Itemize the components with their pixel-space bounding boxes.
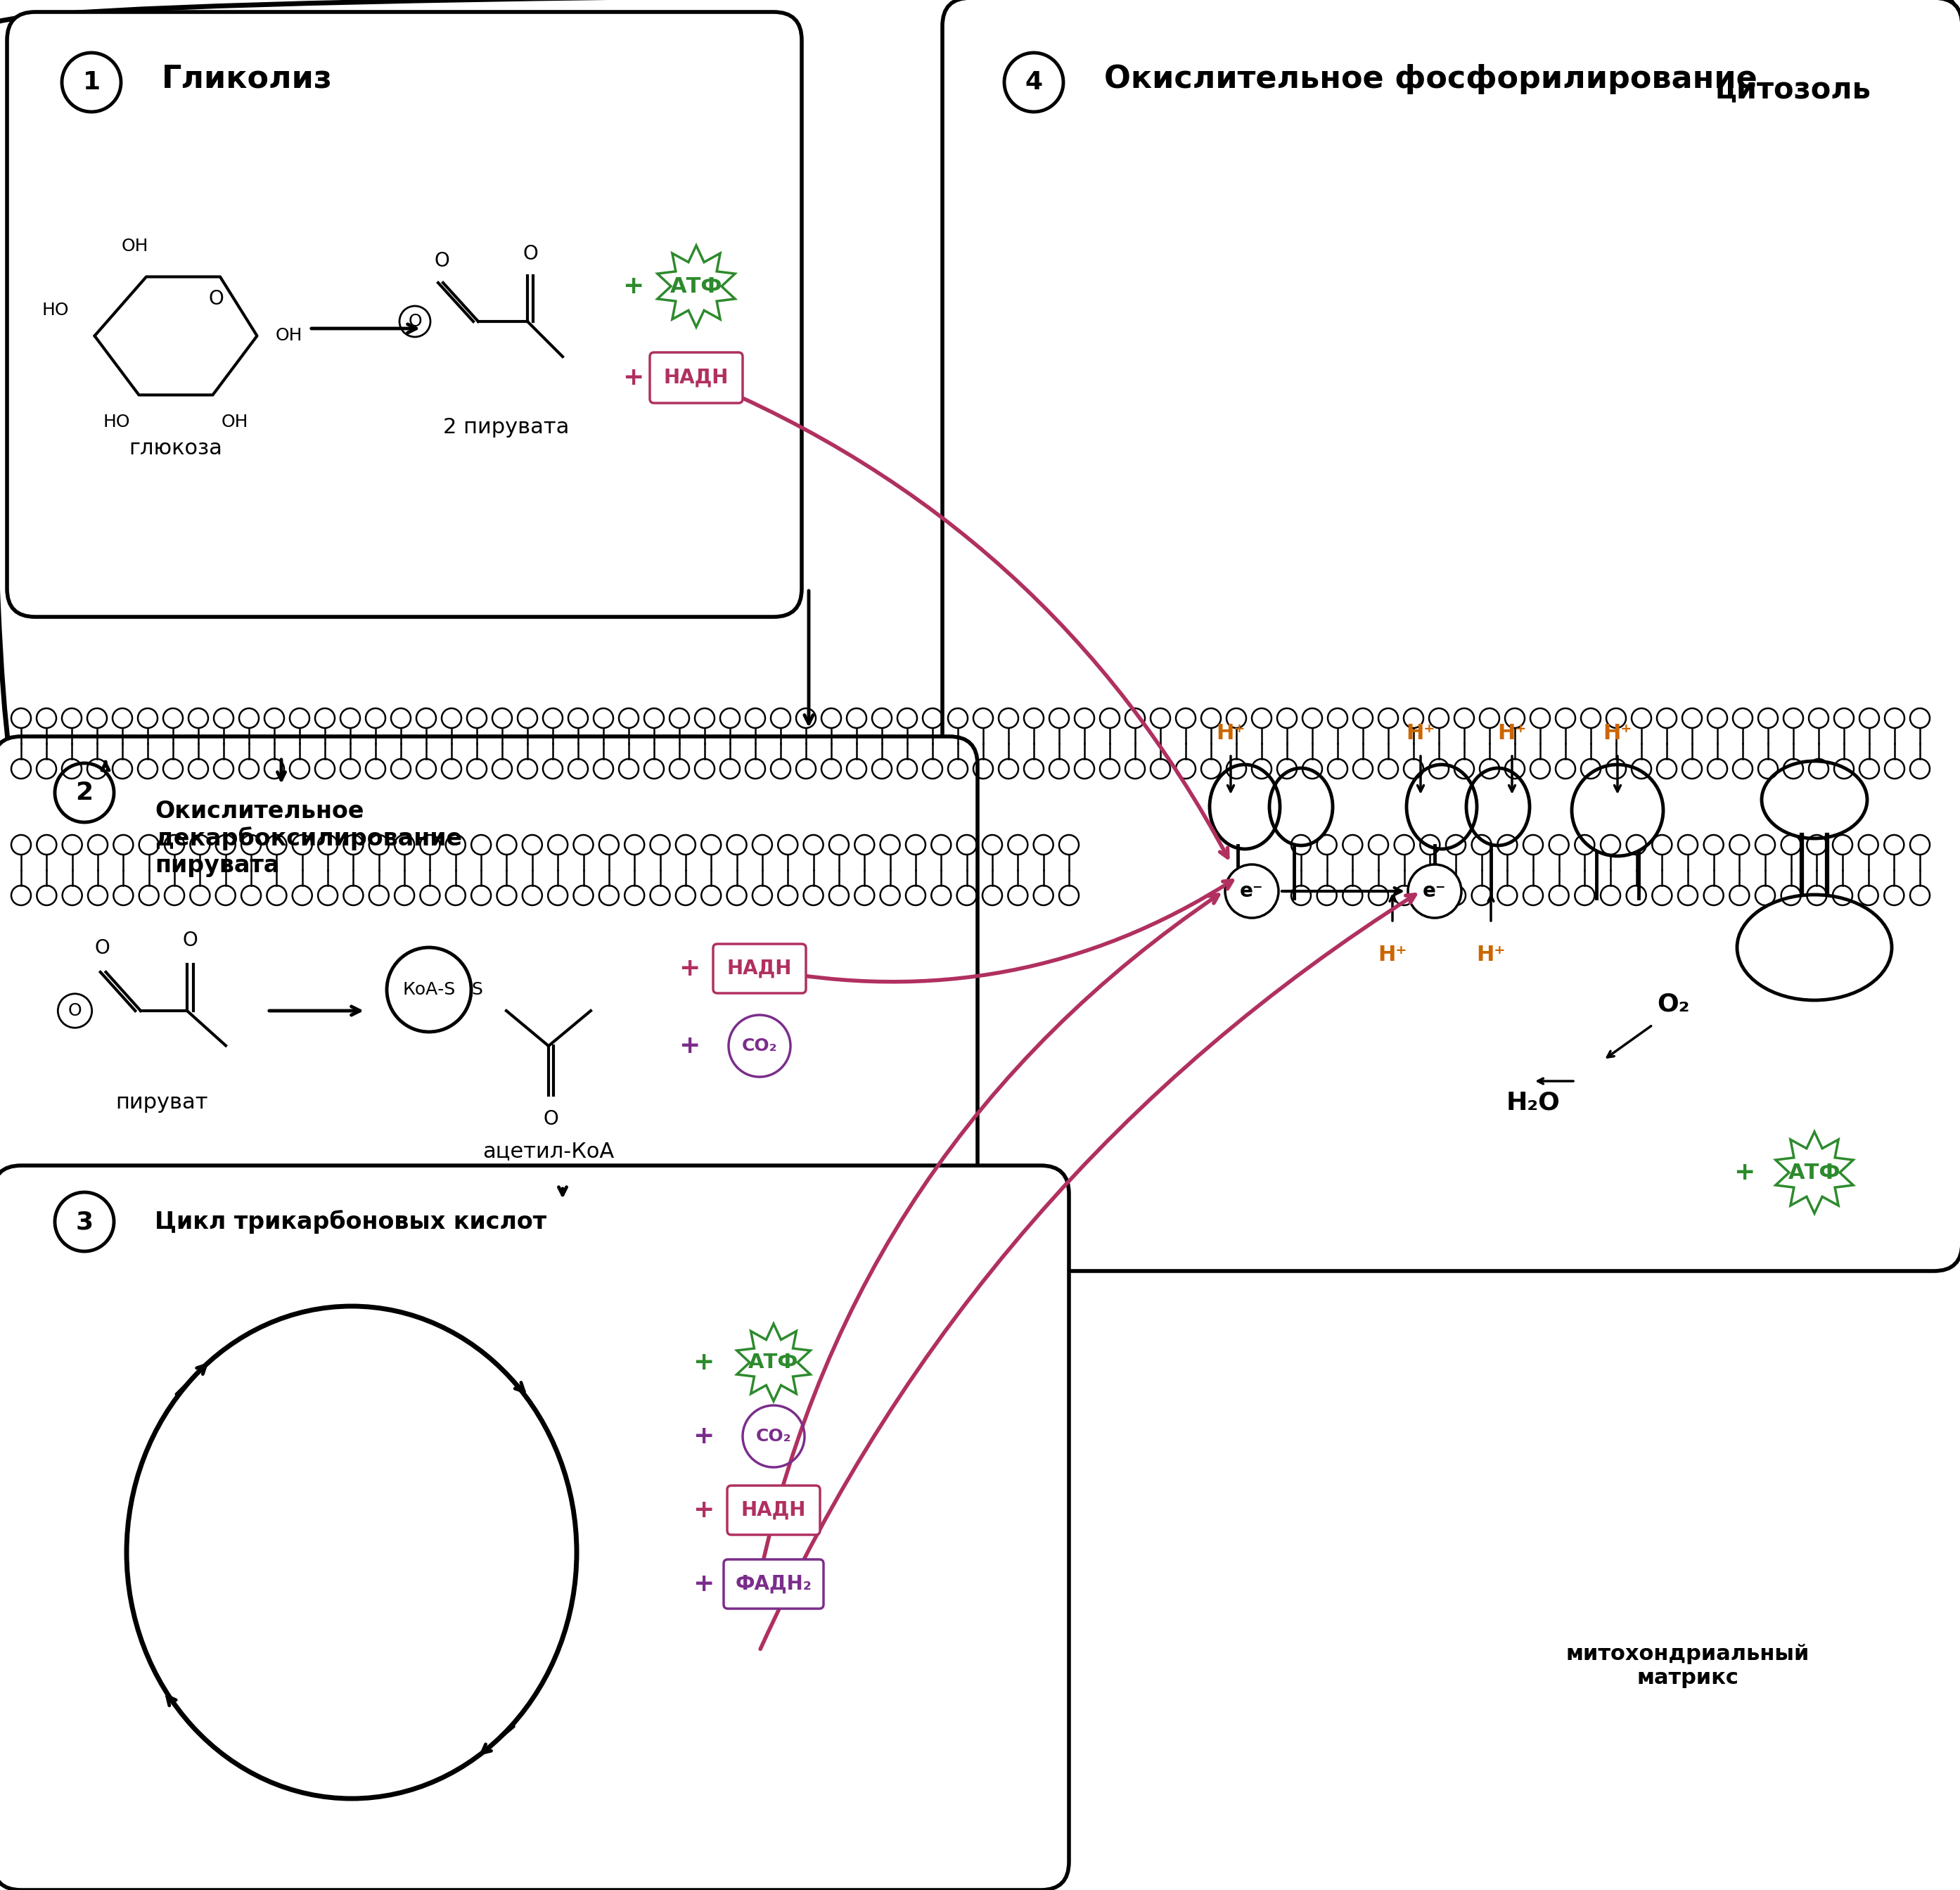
Text: митохондриальный
матрикс: митохондриальный матрикс xyxy=(1566,1644,1809,1688)
Text: +: + xyxy=(1733,1160,1754,1185)
FancyBboxPatch shape xyxy=(943,0,1960,1270)
Polygon shape xyxy=(1776,1132,1854,1213)
Text: O: O xyxy=(433,251,449,270)
Text: 2: 2 xyxy=(76,781,94,805)
Text: +: + xyxy=(621,274,643,299)
Text: O: O xyxy=(69,1002,82,1019)
Text: 2 пирувата: 2 пирувата xyxy=(443,418,570,437)
FancyBboxPatch shape xyxy=(727,1486,819,1535)
Text: Окислительное
декарбоксилирование
пирувата: Окислительное декарбоксилирование пирува… xyxy=(155,799,463,877)
Text: H⁺: H⁺ xyxy=(1476,945,1505,964)
FancyBboxPatch shape xyxy=(723,1559,823,1608)
Text: O₂: O₂ xyxy=(1658,992,1690,1015)
Text: ацетил-КоА: ацетил-КоА xyxy=(482,1142,613,1162)
Text: H⁺: H⁺ xyxy=(1603,724,1633,743)
Text: пируват: пируват xyxy=(116,1092,208,1113)
Text: H₂O: H₂O xyxy=(1505,1091,1560,1115)
Text: +: + xyxy=(692,1572,713,1595)
Text: 4: 4 xyxy=(1025,70,1043,95)
Text: +: + xyxy=(692,1499,713,1521)
Text: +: + xyxy=(678,956,700,981)
FancyBboxPatch shape xyxy=(713,943,806,992)
Text: OH: OH xyxy=(122,238,149,255)
Text: O: O xyxy=(94,939,110,958)
Text: +: + xyxy=(621,367,643,389)
Text: OH: OH xyxy=(221,414,249,431)
Polygon shape xyxy=(657,246,735,327)
Text: CO₂: CO₂ xyxy=(757,1427,792,1444)
Text: АТФ: АТФ xyxy=(749,1353,798,1372)
Text: НАДН: НАДН xyxy=(664,369,729,387)
Text: АТФ: АТФ xyxy=(670,276,723,297)
Circle shape xyxy=(1407,864,1462,919)
Text: 1: 1 xyxy=(82,70,100,95)
Circle shape xyxy=(1225,864,1278,919)
Text: O: O xyxy=(210,289,223,308)
Text: H⁺: H⁺ xyxy=(1215,724,1245,743)
FancyBboxPatch shape xyxy=(0,737,978,1215)
Text: +: + xyxy=(678,1034,700,1058)
Text: НАДН: НАДН xyxy=(727,958,792,979)
Text: e⁻: e⁻ xyxy=(1241,881,1264,902)
Text: O: O xyxy=(543,1109,559,1128)
Text: OH: OH xyxy=(276,327,302,344)
Text: +: + xyxy=(692,1351,713,1374)
Text: Цикл трикарбоновых кислот: Цикл трикарбоновых кислот xyxy=(155,1210,547,1234)
Text: H⁺: H⁺ xyxy=(1378,945,1407,964)
Text: НАДН: НАДН xyxy=(741,1501,806,1520)
Text: КоА-S: КоА-S xyxy=(402,981,455,998)
Text: 3: 3 xyxy=(76,1210,94,1234)
Text: АТФ: АТФ xyxy=(1788,1162,1840,1183)
FancyBboxPatch shape xyxy=(651,352,743,403)
FancyBboxPatch shape xyxy=(8,11,802,616)
Text: HO: HO xyxy=(41,302,69,318)
Text: ФАДН₂: ФАДН₂ xyxy=(735,1574,811,1593)
Text: O: O xyxy=(408,314,421,331)
Text: CO₂: CO₂ xyxy=(741,1038,778,1055)
Text: O: O xyxy=(182,930,198,951)
Text: Гликолиз: Гликолиз xyxy=(163,64,333,95)
Polygon shape xyxy=(737,1323,809,1400)
Text: S: S xyxy=(470,981,482,998)
Text: Окислительное фосфорилирование: Окислительное фосфорилирование xyxy=(1103,64,1758,95)
Text: H⁺: H⁺ xyxy=(1497,724,1527,743)
Text: глюкоза: глюкоза xyxy=(129,438,223,457)
FancyBboxPatch shape xyxy=(0,1166,1068,1890)
Text: +: + xyxy=(692,1425,713,1448)
Text: HO: HO xyxy=(104,414,129,431)
Text: цитозоль: цитозоль xyxy=(1715,76,1872,104)
Text: e⁻: e⁻ xyxy=(1423,881,1446,902)
Text: H⁺: H⁺ xyxy=(1405,724,1435,743)
Text: O: O xyxy=(523,244,537,265)
